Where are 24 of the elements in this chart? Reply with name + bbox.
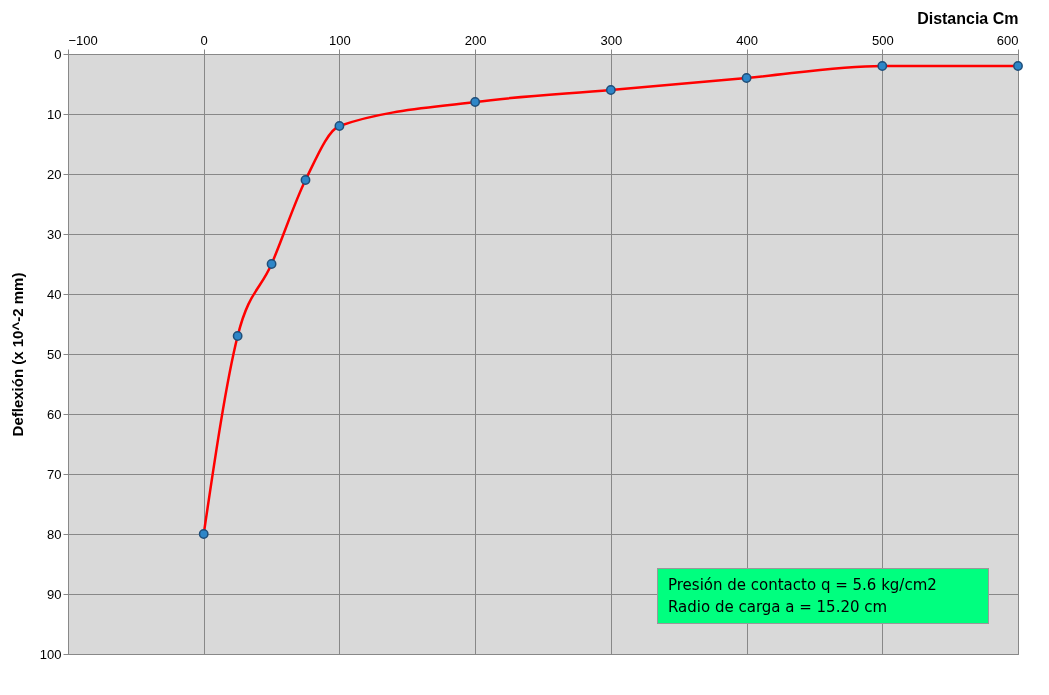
y-tick-label: 60 xyxy=(47,406,62,422)
y-tick-label: 80 xyxy=(47,526,62,542)
y-axis-title: Deflexión (x 10^-2 mm) xyxy=(8,272,26,437)
y-tick-label: 100 xyxy=(39,646,62,662)
y-tick-label: 20 xyxy=(47,166,62,182)
x-tick-label: 0 xyxy=(200,32,208,48)
y-tick-label: 30 xyxy=(47,226,62,242)
annotation: Presión de contacto q = 5.6 kg/cm2 xyxy=(668,575,938,596)
x-tick-label: 300 xyxy=(600,32,623,48)
annotation: Radio de carga a = 15.20 cm xyxy=(668,597,889,618)
x-tick-label: 100 xyxy=(329,32,351,48)
y-tick-label: 0 xyxy=(54,46,62,62)
x-tick-label: 400 xyxy=(736,32,758,48)
y-tick-label: 70 xyxy=(47,466,62,482)
x-tick-label: 200 xyxy=(464,32,487,48)
y-tick-label: 10 xyxy=(47,106,62,122)
x-tick-label: 600 xyxy=(996,32,1019,48)
y-tick-label: 40 xyxy=(47,286,62,302)
x-axis-title: Distancia Cm xyxy=(917,9,1019,27)
x-tick-label: −100 xyxy=(68,32,98,48)
y-tick-label: 90 xyxy=(47,586,62,602)
x-tick-label: 500 xyxy=(871,32,894,48)
note-box: Presión de contacto q = 5.6 kg/cm2 Radio de carga a = 15.20 cm xyxy=(657,568,989,624)
y-tick-label: 50 xyxy=(47,346,62,362)
